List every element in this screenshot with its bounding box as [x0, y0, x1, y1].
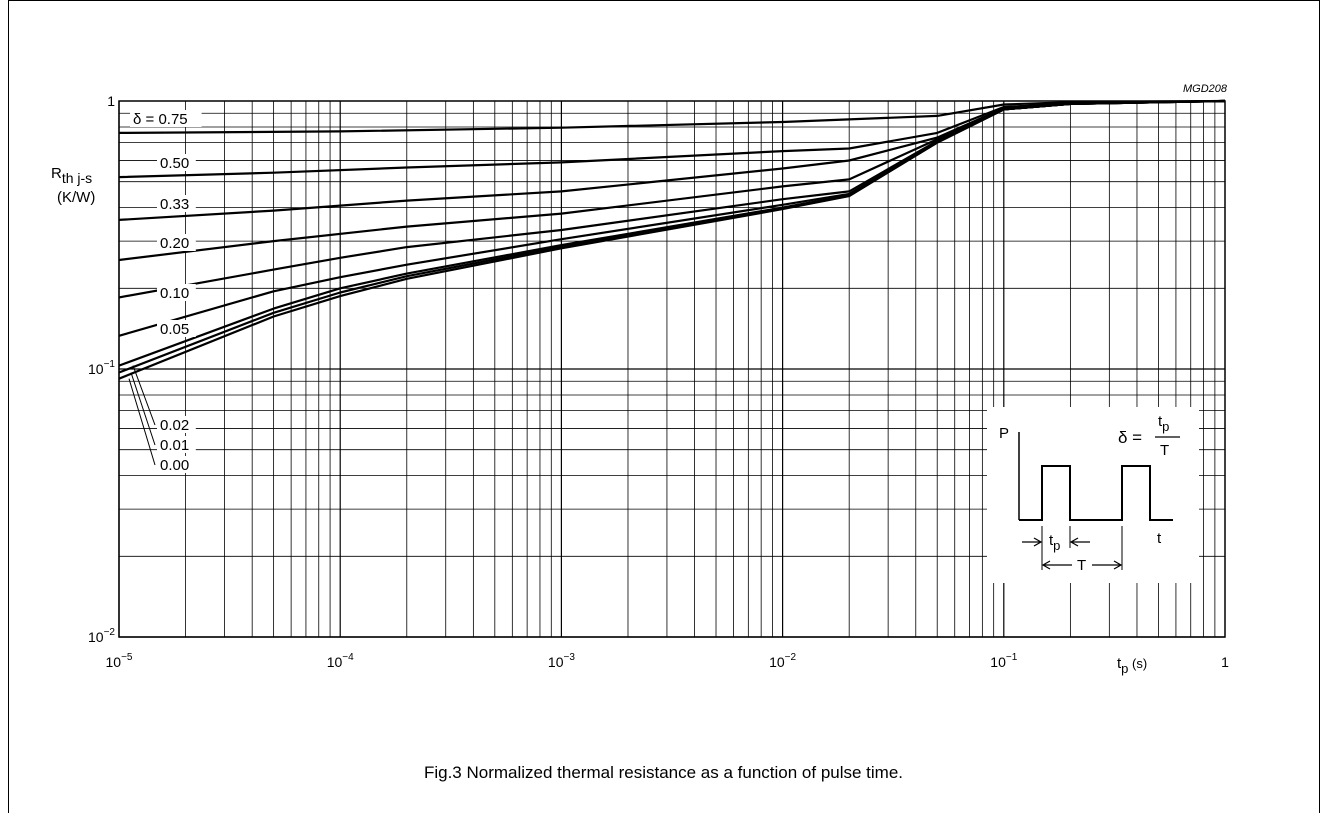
T-left-arrow [1041, 560, 1072, 570]
pulse-waveform [1019, 465, 1173, 521]
x-tick-label: 10−5 [106, 652, 133, 670]
chart-series [118, 99, 1226, 380]
curve-label-0: δ = 0.75 [133, 111, 188, 128]
curve-label-3: 0.20 [160, 235, 189, 252]
y-tick-label: 10−1 [88, 359, 115, 377]
x-tick-label: 10−2 [769, 652, 796, 670]
T-right-arrow [1092, 560, 1123, 570]
figure-caption: Fig.3 Normalized thermal resistance as a… [423, 763, 904, 782]
series-line-5 [118, 99, 1226, 337]
x-tick-label: 1 [1221, 654, 1229, 670]
inset-tp-label: tp [1049, 532, 1060, 553]
inset-t-label: t [1157, 530, 1162, 547]
curve-label-bg [157, 436, 196, 453]
curve-label-2: 0.33 [160, 196, 189, 213]
curve-label-5: 0.05 [160, 321, 189, 338]
curve-label-bg [157, 456, 196, 473]
x-tick-label: 10−1 [990, 652, 1017, 670]
series-line-1 [118, 99, 1226, 179]
series-line-0 [118, 99, 1226, 134]
leader-line [132, 365, 156, 426]
curve-label-4: 0.10 [160, 285, 189, 302]
figure-frame [8, 0, 1320, 813]
delta-formula-numerator: tp [1158, 413, 1169, 434]
inset-T-label: T [1077, 557, 1086, 574]
curve-label-8: 0.00 [160, 457, 189, 474]
curve-label-7: 0.01 [160, 437, 189, 454]
curve-label-bg [157, 234, 196, 251]
curve-label-bg [157, 320, 196, 337]
y-tick-label: 1 [107, 93, 115, 109]
leader-line [128, 378, 156, 466]
y-axis-label: Rth j-s [51, 165, 92, 186]
series-line-7 [118, 99, 1226, 374]
curve-label-bg [157, 154, 196, 171]
curve-label-bg [157, 195, 196, 212]
figure-id: MGD208 [1183, 83, 1228, 95]
tp-left-arrow [1022, 537, 1043, 547]
x-axis-label: tp (s) [1117, 655, 1147, 676]
delta-formula-denominator: T [1160, 442, 1169, 459]
curve-label-1: 0.50 [160, 155, 189, 172]
y-tick-label: 10−2 [88, 627, 115, 645]
curve-label-bg [157, 416, 196, 433]
inset-box [987, 407, 1199, 583]
x-tick-label: 10−3 [548, 652, 575, 670]
pulse-inset: Pt tp Tδ = tp T [987, 407, 1199, 583]
curve-label-6: 0.02 [160, 417, 189, 434]
delta-formula-lhs: δ = [1118, 428, 1142, 447]
series-line-8 [118, 99, 1226, 380]
inset-p-label: P [999, 425, 1009, 442]
series-line-6 [118, 99, 1226, 367]
y-axis-unit: (K/W) [57, 189, 95, 206]
curve-label-bg [130, 110, 202, 127]
curve-label-bg [157, 284, 196, 301]
thermal-resistance-chart: δ = 0.75 0.50 0.33 0.20 0.10 0.05 0.02 0.01 0.00… [51, 83, 1229, 676]
tp-right-arrow [1069, 537, 1090, 547]
leader-line [130, 372, 156, 446]
x-tick-label: 10−4 [327, 652, 354, 670]
chart-axes: 10−5 10−4 10−3 10−2 10−1 1 10−2 10−1 1 Rth j-s (K/… [51, 93, 1229, 676]
curve-labels: δ = 0.75 0.50 0.33 0.20 0.10 0.05 0.02 0.01 0.00 [128, 110, 202, 474]
plot-border [118, 100, 1226, 638]
